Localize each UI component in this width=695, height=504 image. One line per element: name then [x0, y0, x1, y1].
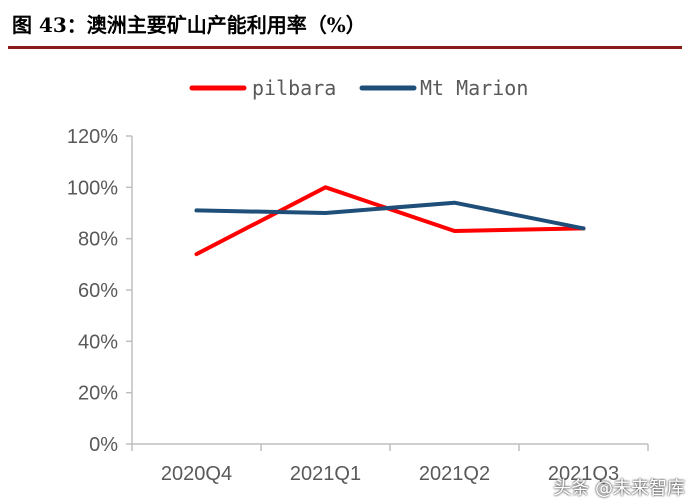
chart-legend: pilbara Mt Marion	[189, 76, 528, 100]
series-line-mt-marion	[194, 200, 586, 231]
y-tick-label: 0%	[89, 434, 118, 456]
y-tick-label: 120%	[67, 126, 118, 148]
y-tick-label: 20%	[78, 383, 118, 405]
y-tick-label: 40%	[78, 331, 118, 353]
x-tick-label: 2020Q4	[161, 463, 232, 485]
y-axis: 0% 20% 40% 60% 80% 100% 120%	[67, 126, 133, 456]
series-line-pilbara	[194, 185, 586, 257]
title-divider	[8, 46, 682, 49]
y-tick-label: 60%	[78, 280, 118, 302]
y-tick-label: 100%	[67, 177, 118, 199]
watermark: 头条 @未来智库	[553, 478, 685, 499]
y-tick-label: 80%	[78, 229, 118, 251]
x-axis: 2020Q4 2021Q1 2021Q2 2021Q3	[131, 443, 649, 485]
legend-label-mt-marion: Mt Marion	[420, 76, 528, 100]
legend-label-pilbara: pilbara	[252, 76, 336, 100]
figure-title: 图 43：澳洲主要矿山产能利用率（%）	[12, 13, 366, 37]
x-tick-label: 2021Q1	[290, 463, 361, 485]
plot-area	[194, 185, 586, 257]
x-tick-label: 2021Q2	[419, 463, 490, 485]
x-tick-label: 2021Q3	[548, 463, 619, 485]
